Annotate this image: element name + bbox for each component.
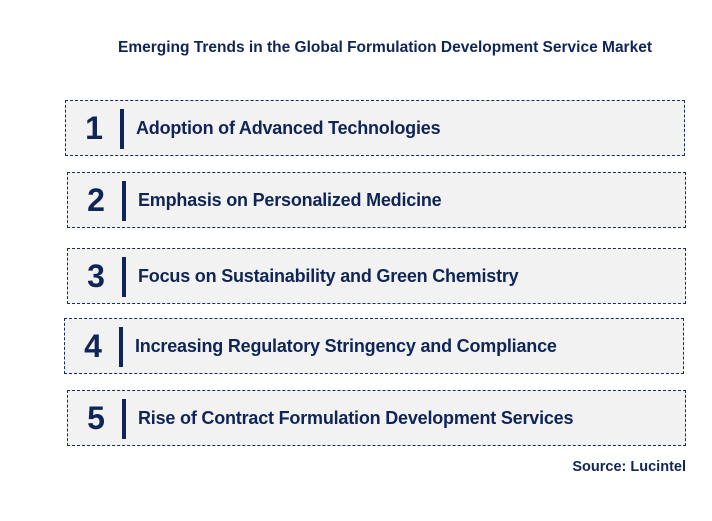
trend-box-5: 5 Rise of Contract Formulation Developme… <box>67 390 686 446</box>
trend-number: 2 <box>87 181 105 218</box>
divider-bar <box>120 109 124 149</box>
divider-bar <box>122 257 126 297</box>
divider-bar <box>119 327 123 367</box>
divider-bar <box>122 181 126 221</box>
trend-label: Focus on Sustainability and Green Chemis… <box>138 265 519 286</box>
trend-label: Rise of Contract Formulation Development… <box>138 407 574 428</box>
trend-box-3: 3 Focus on Sustainability and Green Chem… <box>67 248 686 304</box>
trend-box-1: 1 Adoption of Advanced Technologies <box>65 100 685 156</box>
trend-label: Increasing Regulatory Stringency and Com… <box>135 335 557 356</box>
trend-number: 3 <box>87 257 105 294</box>
trend-box-4: 4 Increasing Regulatory Stringency and C… <box>64 318 684 374</box>
trend-label: Emphasis on Personalized Medicine <box>138 189 442 210</box>
diagram-title: Emerging Trends in the Global Formulatio… <box>117 39 652 56</box>
trend-label: Adoption of Advanced Technologies <box>136 117 441 138</box>
trend-number: 5 <box>87 399 105 436</box>
divider-bar <box>122 399 126 439</box>
trend-box-2: 2 Emphasis on Personalized Medicine <box>67 172 686 228</box>
trend-number: 1 <box>85 109 103 146</box>
trend-number: 4 <box>84 327 102 364</box>
source-credit: Source: Lucintel <box>572 459 686 475</box>
